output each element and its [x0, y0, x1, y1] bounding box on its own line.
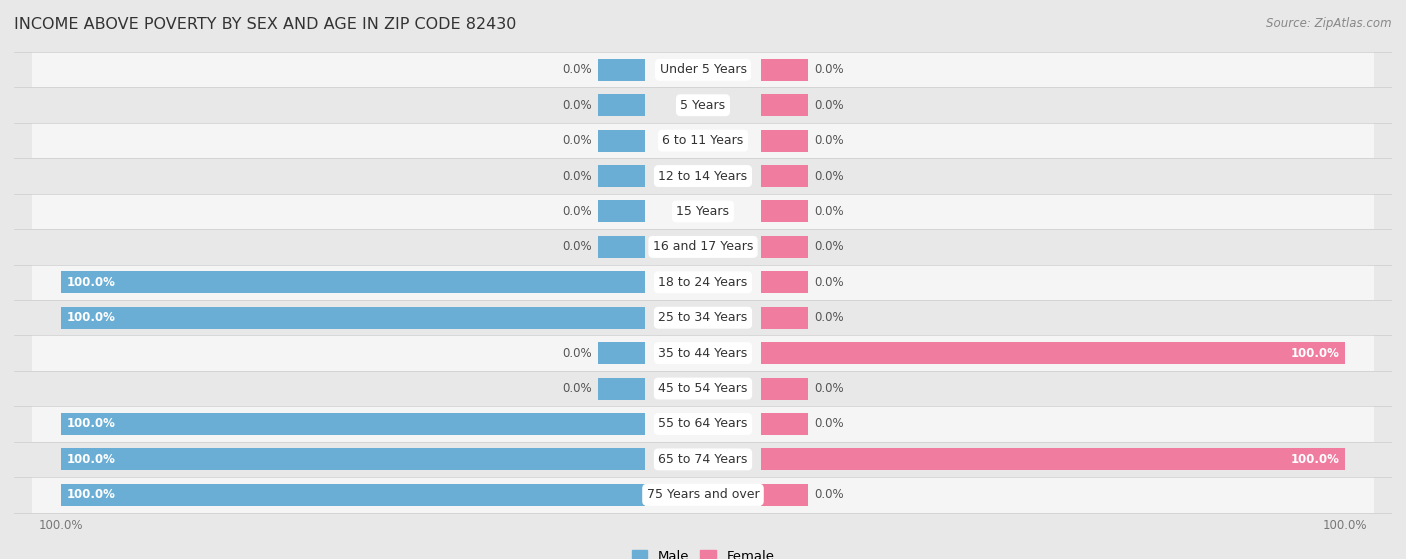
Bar — [31, 52, 1375, 88]
Bar — [31, 194, 1375, 229]
Text: 100.0%: 100.0% — [66, 311, 115, 324]
Bar — [762, 165, 808, 187]
Text: 0.0%: 0.0% — [814, 134, 844, 147]
Text: 0.0%: 0.0% — [814, 311, 844, 324]
Bar — [762, 94, 808, 116]
Text: 0.0%: 0.0% — [814, 276, 844, 289]
Text: 0.0%: 0.0% — [814, 99, 844, 112]
Text: 65 to 74 Years: 65 to 74 Years — [658, 453, 748, 466]
Text: 0.0%: 0.0% — [562, 99, 592, 112]
Text: 0.0%: 0.0% — [814, 489, 844, 501]
Legend: Male, Female: Male, Female — [626, 544, 780, 559]
Text: 0.0%: 0.0% — [814, 205, 844, 218]
Bar — [598, 236, 644, 258]
Bar — [762, 59, 808, 80]
Bar — [762, 201, 808, 222]
Text: 0.0%: 0.0% — [814, 382, 844, 395]
Bar — [762, 236, 808, 258]
Text: 5 Years: 5 Years — [681, 99, 725, 112]
Bar — [31, 158, 1375, 194]
Text: 0.0%: 0.0% — [562, 169, 592, 183]
Text: 100.0%: 100.0% — [1291, 453, 1340, 466]
Bar — [598, 130, 644, 151]
Text: 25 to 34 Years: 25 to 34 Years — [658, 311, 748, 324]
Text: 0.0%: 0.0% — [562, 134, 592, 147]
Bar — [762, 342, 1346, 364]
Bar — [598, 201, 644, 222]
Bar — [60, 413, 644, 435]
Text: 100.0%: 100.0% — [66, 453, 115, 466]
Text: 100.0%: 100.0% — [66, 418, 115, 430]
Text: 35 to 44 Years: 35 to 44 Years — [658, 347, 748, 359]
Text: Under 5 Years: Under 5 Years — [659, 63, 747, 76]
Text: 0.0%: 0.0% — [562, 347, 592, 359]
Text: 100.0%: 100.0% — [66, 276, 115, 289]
Bar — [60, 307, 644, 329]
Text: 0.0%: 0.0% — [562, 240, 592, 253]
Text: 12 to 14 Years: 12 to 14 Years — [658, 169, 748, 183]
Text: 0.0%: 0.0% — [562, 205, 592, 218]
Text: 0.0%: 0.0% — [814, 418, 844, 430]
Text: 0.0%: 0.0% — [814, 169, 844, 183]
Text: INCOME ABOVE POVERTY BY SEX AND AGE IN ZIP CODE 82430: INCOME ABOVE POVERTY BY SEX AND AGE IN Z… — [14, 17, 516, 32]
Bar — [31, 88, 1375, 123]
Bar — [31, 300, 1375, 335]
Bar — [762, 448, 1346, 470]
Text: 75 Years and over: 75 Years and over — [647, 489, 759, 501]
Bar — [598, 165, 644, 187]
Bar — [762, 484, 808, 506]
Bar — [762, 130, 808, 151]
Bar — [31, 406, 1375, 442]
Text: 0.0%: 0.0% — [562, 382, 592, 395]
Bar — [31, 371, 1375, 406]
Bar — [60, 271, 644, 293]
Bar — [31, 442, 1375, 477]
Text: 100.0%: 100.0% — [66, 489, 115, 501]
Bar — [60, 484, 644, 506]
Text: 0.0%: 0.0% — [814, 63, 844, 76]
Bar — [31, 123, 1375, 158]
Text: 55 to 64 Years: 55 to 64 Years — [658, 418, 748, 430]
Bar — [31, 264, 1375, 300]
Bar — [762, 413, 808, 435]
Text: 0.0%: 0.0% — [814, 240, 844, 253]
Bar — [598, 94, 644, 116]
Text: 16 and 17 Years: 16 and 17 Years — [652, 240, 754, 253]
Text: 45 to 54 Years: 45 to 54 Years — [658, 382, 748, 395]
Bar — [60, 448, 644, 470]
Bar — [762, 271, 808, 293]
Bar — [762, 307, 808, 329]
Bar — [762, 377, 808, 400]
Text: 100.0%: 100.0% — [1291, 347, 1340, 359]
Bar — [31, 477, 1375, 513]
Text: 6 to 11 Years: 6 to 11 Years — [662, 134, 744, 147]
Text: 18 to 24 Years: 18 to 24 Years — [658, 276, 748, 289]
Bar — [31, 335, 1375, 371]
Bar — [598, 377, 644, 400]
Bar — [31, 229, 1375, 264]
Text: Source: ZipAtlas.com: Source: ZipAtlas.com — [1267, 17, 1392, 30]
Text: 15 Years: 15 Years — [676, 205, 730, 218]
Text: 0.0%: 0.0% — [562, 63, 592, 76]
Bar — [598, 342, 644, 364]
Bar — [598, 59, 644, 80]
